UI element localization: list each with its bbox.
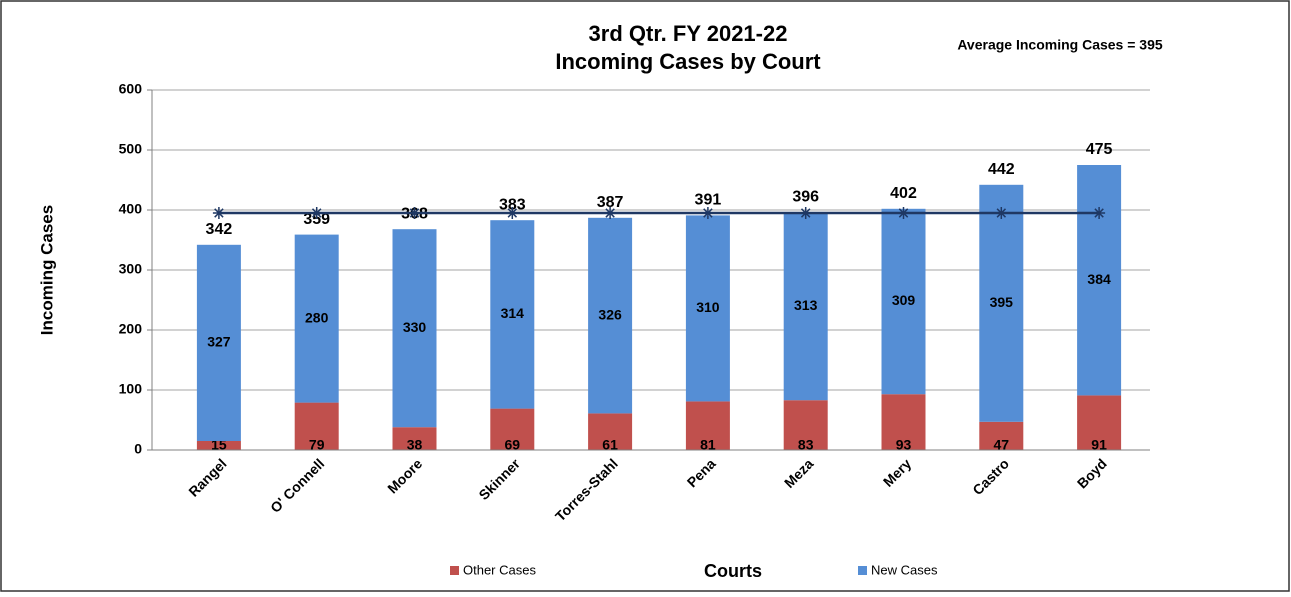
bar-segment [881, 208, 926, 395]
data-label: 326 [598, 306, 622, 322]
data-label: 61 [602, 437, 618, 453]
bar-segment [881, 394, 926, 450]
total-label: 475 [1086, 141, 1113, 158]
marker-stroke [311, 208, 322, 218]
average-marker [506, 207, 519, 219]
data-label: 47 [994, 437, 1010, 453]
average-marker [310, 207, 323, 219]
y-tick-label: 0 [134, 441, 142, 457]
annotation: Average Incoming Cases = 395 [957, 37, 1163, 53]
average-marker [604, 207, 617, 219]
average-marker [995, 207, 1008, 219]
total-label: 359 [303, 211, 330, 228]
marker-stroke [898, 208, 909, 218]
bar-segment [196, 441, 241, 450]
y-axis-label: Incoming Cases [37, 205, 56, 335]
total-label: 391 [695, 192, 722, 209]
data-label: 314 [501, 305, 525, 321]
average-marker [212, 207, 225, 219]
total-label: 387 [597, 194, 624, 211]
average-marker [701, 207, 714, 219]
data-label: 310 [696, 299, 720, 315]
marker-stroke [703, 208, 713, 218]
total-label: 396 [792, 189, 819, 206]
bar-segment [588, 217, 633, 414]
bar-segment [294, 234, 339, 403]
data-label: 309 [892, 292, 916, 308]
total-label: 342 [206, 221, 233, 238]
bar-segment [392, 229, 437, 428]
bar-segment [490, 220, 535, 409]
bar-segment [979, 421, 1024, 450]
marker-stroke [507, 208, 518, 218]
marker-stroke [409, 208, 420, 218]
y-tick-label: 300 [119, 261, 143, 277]
bar-segment [979, 184, 1024, 422]
y-tick-label: 400 [119, 201, 143, 217]
total-label: 383 [499, 196, 526, 213]
marker-stroke [996, 208, 1007, 218]
data-label: 81 [700, 437, 716, 453]
bar-segment [392, 427, 437, 450]
data-label: 327 [207, 334, 231, 350]
total-label: 402 [890, 185, 917, 202]
average-marker [799, 207, 812, 219]
bar-segment [294, 402, 339, 450]
average-marker [897, 207, 910, 219]
y-tick-label: 200 [119, 321, 143, 337]
bar-segment [783, 212, 828, 401]
data-label: 83 [798, 437, 814, 453]
bar-segment [490, 408, 535, 450]
marker-stroke [214, 208, 224, 218]
bar-segment [588, 413, 633, 450]
data-label: 280 [305, 309, 329, 325]
data-label: 313 [794, 297, 818, 313]
legend-swatch [450, 566, 459, 575]
chart-title: Incoming Cases by Court [555, 49, 821, 74]
data-label: 38 [407, 437, 423, 453]
data-label: 384 [1087, 271, 1111, 287]
chart-title: 3rd Qtr. FY 2021-22 [589, 21, 788, 46]
y-tick-label: 600 [119, 81, 143, 97]
bar-segment [1077, 395, 1122, 450]
data-label: 69 [505, 437, 521, 453]
bar-segment [1077, 165, 1122, 396]
data-label: 91 [1091, 437, 1107, 453]
data-label: 93 [896, 437, 912, 453]
average-marker [1093, 207, 1106, 219]
y-tick-label: 500 [119, 141, 143, 157]
data-label: 395 [990, 294, 1014, 310]
bar-segment [685, 215, 730, 402]
x-axis-label: Courts [704, 561, 762, 581]
bar-segment [685, 401, 730, 450]
marker-stroke [800, 208, 811, 218]
legend-label: New Cases [871, 562, 938, 577]
data-label: 79 [309, 437, 325, 453]
bar-segment [783, 400, 828, 450]
bar-segment [196, 244, 241, 441]
average-marker [408, 207, 421, 219]
y-tick-label: 100 [119, 381, 143, 397]
data-label: 330 [403, 319, 427, 335]
total-label: 442 [988, 161, 1015, 178]
marker-stroke [605, 208, 615, 218]
legend-label: Other Cases [463, 562, 536, 577]
legend-swatch [858, 566, 867, 575]
marker-stroke [1094, 208, 1104, 218]
